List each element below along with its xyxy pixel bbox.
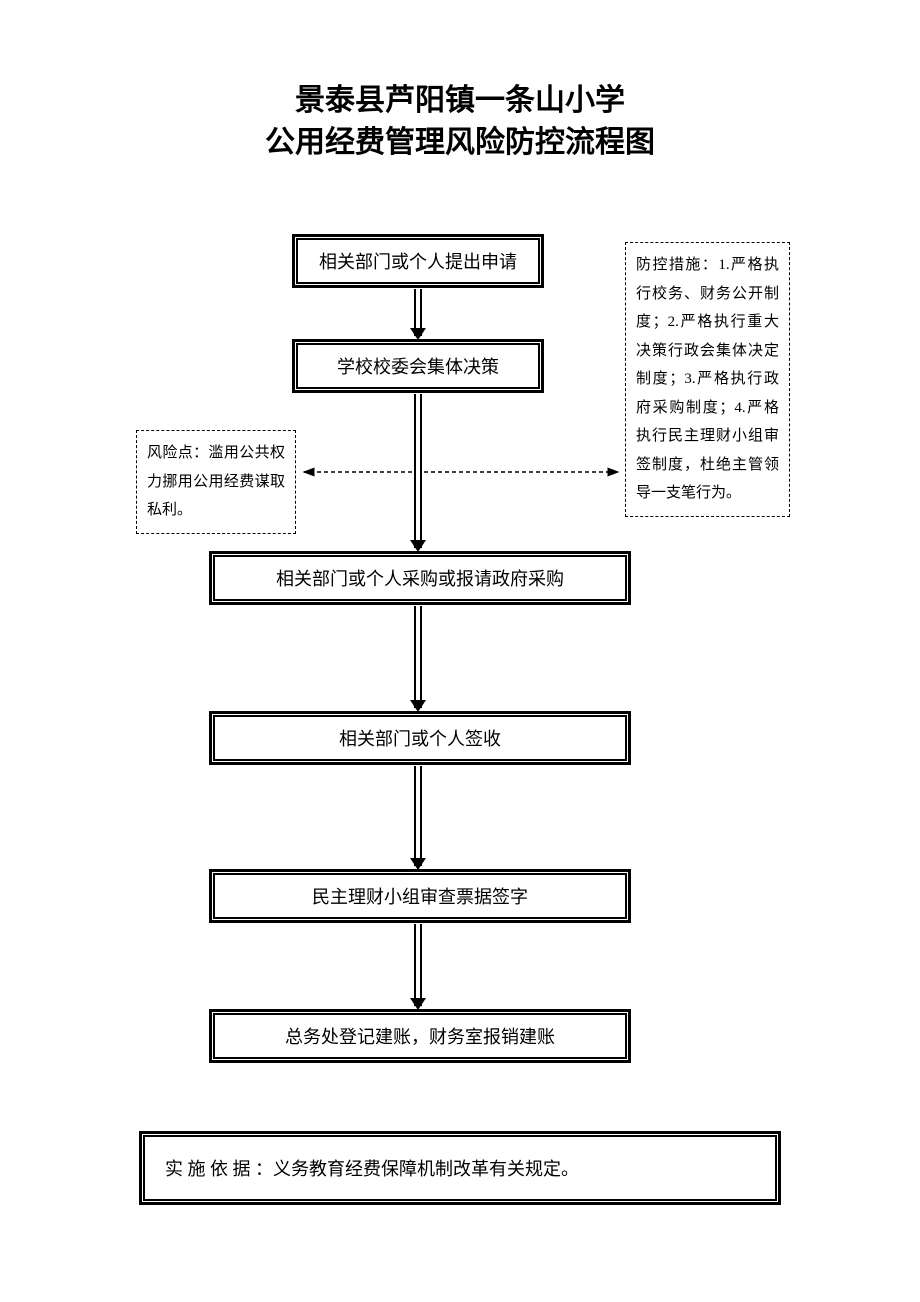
node-receive: 相关部门或个人签收 [210, 712, 630, 764]
node-register-label: 总务处登记建账，财务室报销建账 [285, 1023, 555, 1049]
node-apply-label: 相关部门或个人提出申请 [319, 248, 517, 274]
node-procure: 相关部门或个人采购或报请政府采购 [210, 552, 630, 604]
title-block: 景泰县芦阳镇一条山小学 公用经费管理风险防控流程图 [0, 0, 920, 164]
node-committee-label: 学校校委会集体决策 [337, 353, 499, 379]
node-committee: 学校校委会集体决策 [293, 340, 543, 392]
node-measures: 防控措施：1.严格执行校务、财务公开制度；2.严格执行重大决策行政会集体决定制度… [625, 242, 790, 517]
node-basis: 实 施 依 据 ：义务教育经费保障机制改革有关规定。 [140, 1132, 780, 1204]
node-apply: 相关部门或个人提出申请 [293, 235, 543, 287]
node-basis-label: 实 施 依 据 ：义务教育经费保障机制改革有关规定。 [165, 1159, 579, 1179]
node-measures-label: 防控措施：1.严格执行校务、财务公开制度；2.严格执行重大决策行政会集体决定制度… [636, 257, 779, 501]
node-risk: 风险点：滥用公共权力挪用公用经费谋取私利。 [136, 430, 296, 534]
node-procure-label: 相关部门或个人采购或报请政府采购 [276, 565, 564, 591]
node-audit: 民主理财小组审查票据签字 [210, 870, 630, 922]
node-risk-label: 风险点：滥用公共权力挪用公用经费谋取私利。 [147, 445, 285, 518]
node-register: 总务处登记建账，财务室报销建账 [210, 1010, 630, 1062]
title-line-2: 公用经费管理风险防控流程图 [0, 122, 920, 164]
arrows-svg [0, 0, 920, 1302]
title-line-1: 景泰县芦阳镇一条山小学 [0, 80, 920, 122]
node-receive-label: 相关部门或个人签收 [339, 725, 501, 751]
flowchart-container: 景泰县芦阳镇一条山小学 公用经费管理风险防控流程图 相关部门或个人提出申请 学校… [0, 0, 920, 1302]
node-audit-label: 民主理财小组审查票据签字 [312, 883, 528, 909]
